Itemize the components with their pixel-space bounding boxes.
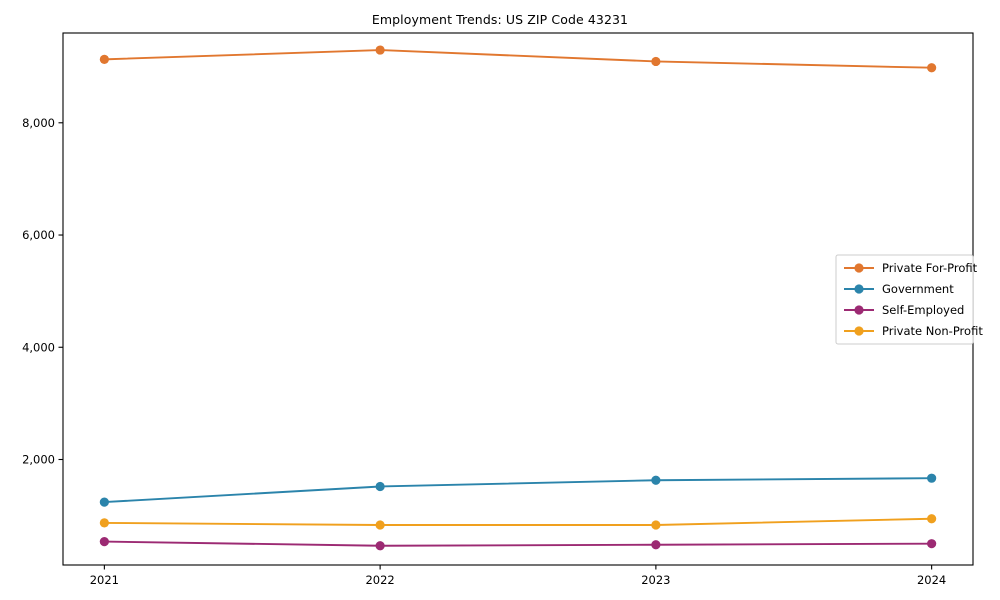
x-tick-label: 2022 [365, 573, 394, 587]
chart-legend: Private For-Profit Government Self-Employe… [835, 254, 983, 345]
y-tick-label: 6,000 [22, 228, 55, 242]
legend-label-2: Self-Employed [882, 303, 964, 317]
data-point-3-2[interactable] [651, 520, 661, 530]
legend-marker-0 [854, 263, 864, 273]
page-title: Employment Trends: US ZIP Code 43231 [371, 12, 629, 27]
data-point-0-1[interactable] [375, 45, 385, 55]
x-tick-label: 2021 [90, 573, 119, 587]
data-point-0-3[interactable] [927, 63, 937, 73]
y-tick-label: 2,000 [22, 452, 55, 466]
data-point-2-2[interactable] [651, 540, 661, 550]
data-point-1-1[interactable] [375, 481, 385, 492]
legend-marker-3 [854, 326, 864, 336]
legend-label-3: Private Non-Profit [882, 324, 983, 338]
data-point-2-3[interactable] [927, 539, 937, 549]
data-point-0-0[interactable] [99, 54, 109, 64]
data-point-3-0[interactable] [99, 518, 109, 528]
data-point-1-2[interactable] [651, 475, 661, 485]
data-point-0-2[interactable] [651, 56, 661, 67]
data-point-2-1[interactable] [375, 541, 385, 551]
legend-label-1: Government [882, 282, 954, 296]
data-point-3-3[interactable] [927, 514, 937, 524]
series-line-3 [103, 517, 933, 526]
series-line-2 [103, 540, 933, 547]
legend-label-0: Private For-Profit [882, 261, 978, 275]
axes-layer: 2,000 4,000 6,000 8,000 2021 2022 2023 2024 [22, 32, 974, 587]
legend-background [835, 254, 974, 345]
data-point-2-0[interactable] [99, 536, 109, 547]
series-line-0 [103, 49, 933, 69]
y-tick-label: 8,000 [22, 116, 55, 130]
legend-marker-2 [854, 305, 864, 315]
series-layer [99, 45, 937, 551]
x-tick-label: 2024 [917, 573, 946, 587]
data-point-1-3[interactable] [927, 473, 937, 483]
data-point-3-1[interactable] [375, 520, 385, 530]
data-point-1-0[interactable] [99, 497, 109, 507]
y-tick-label: 4,000 [22, 340, 55, 354]
x-tick-label: 2023 [641, 573, 670, 587]
series-line-1 [103, 477, 933, 504]
legend-marker-1 [854, 284, 864, 294]
